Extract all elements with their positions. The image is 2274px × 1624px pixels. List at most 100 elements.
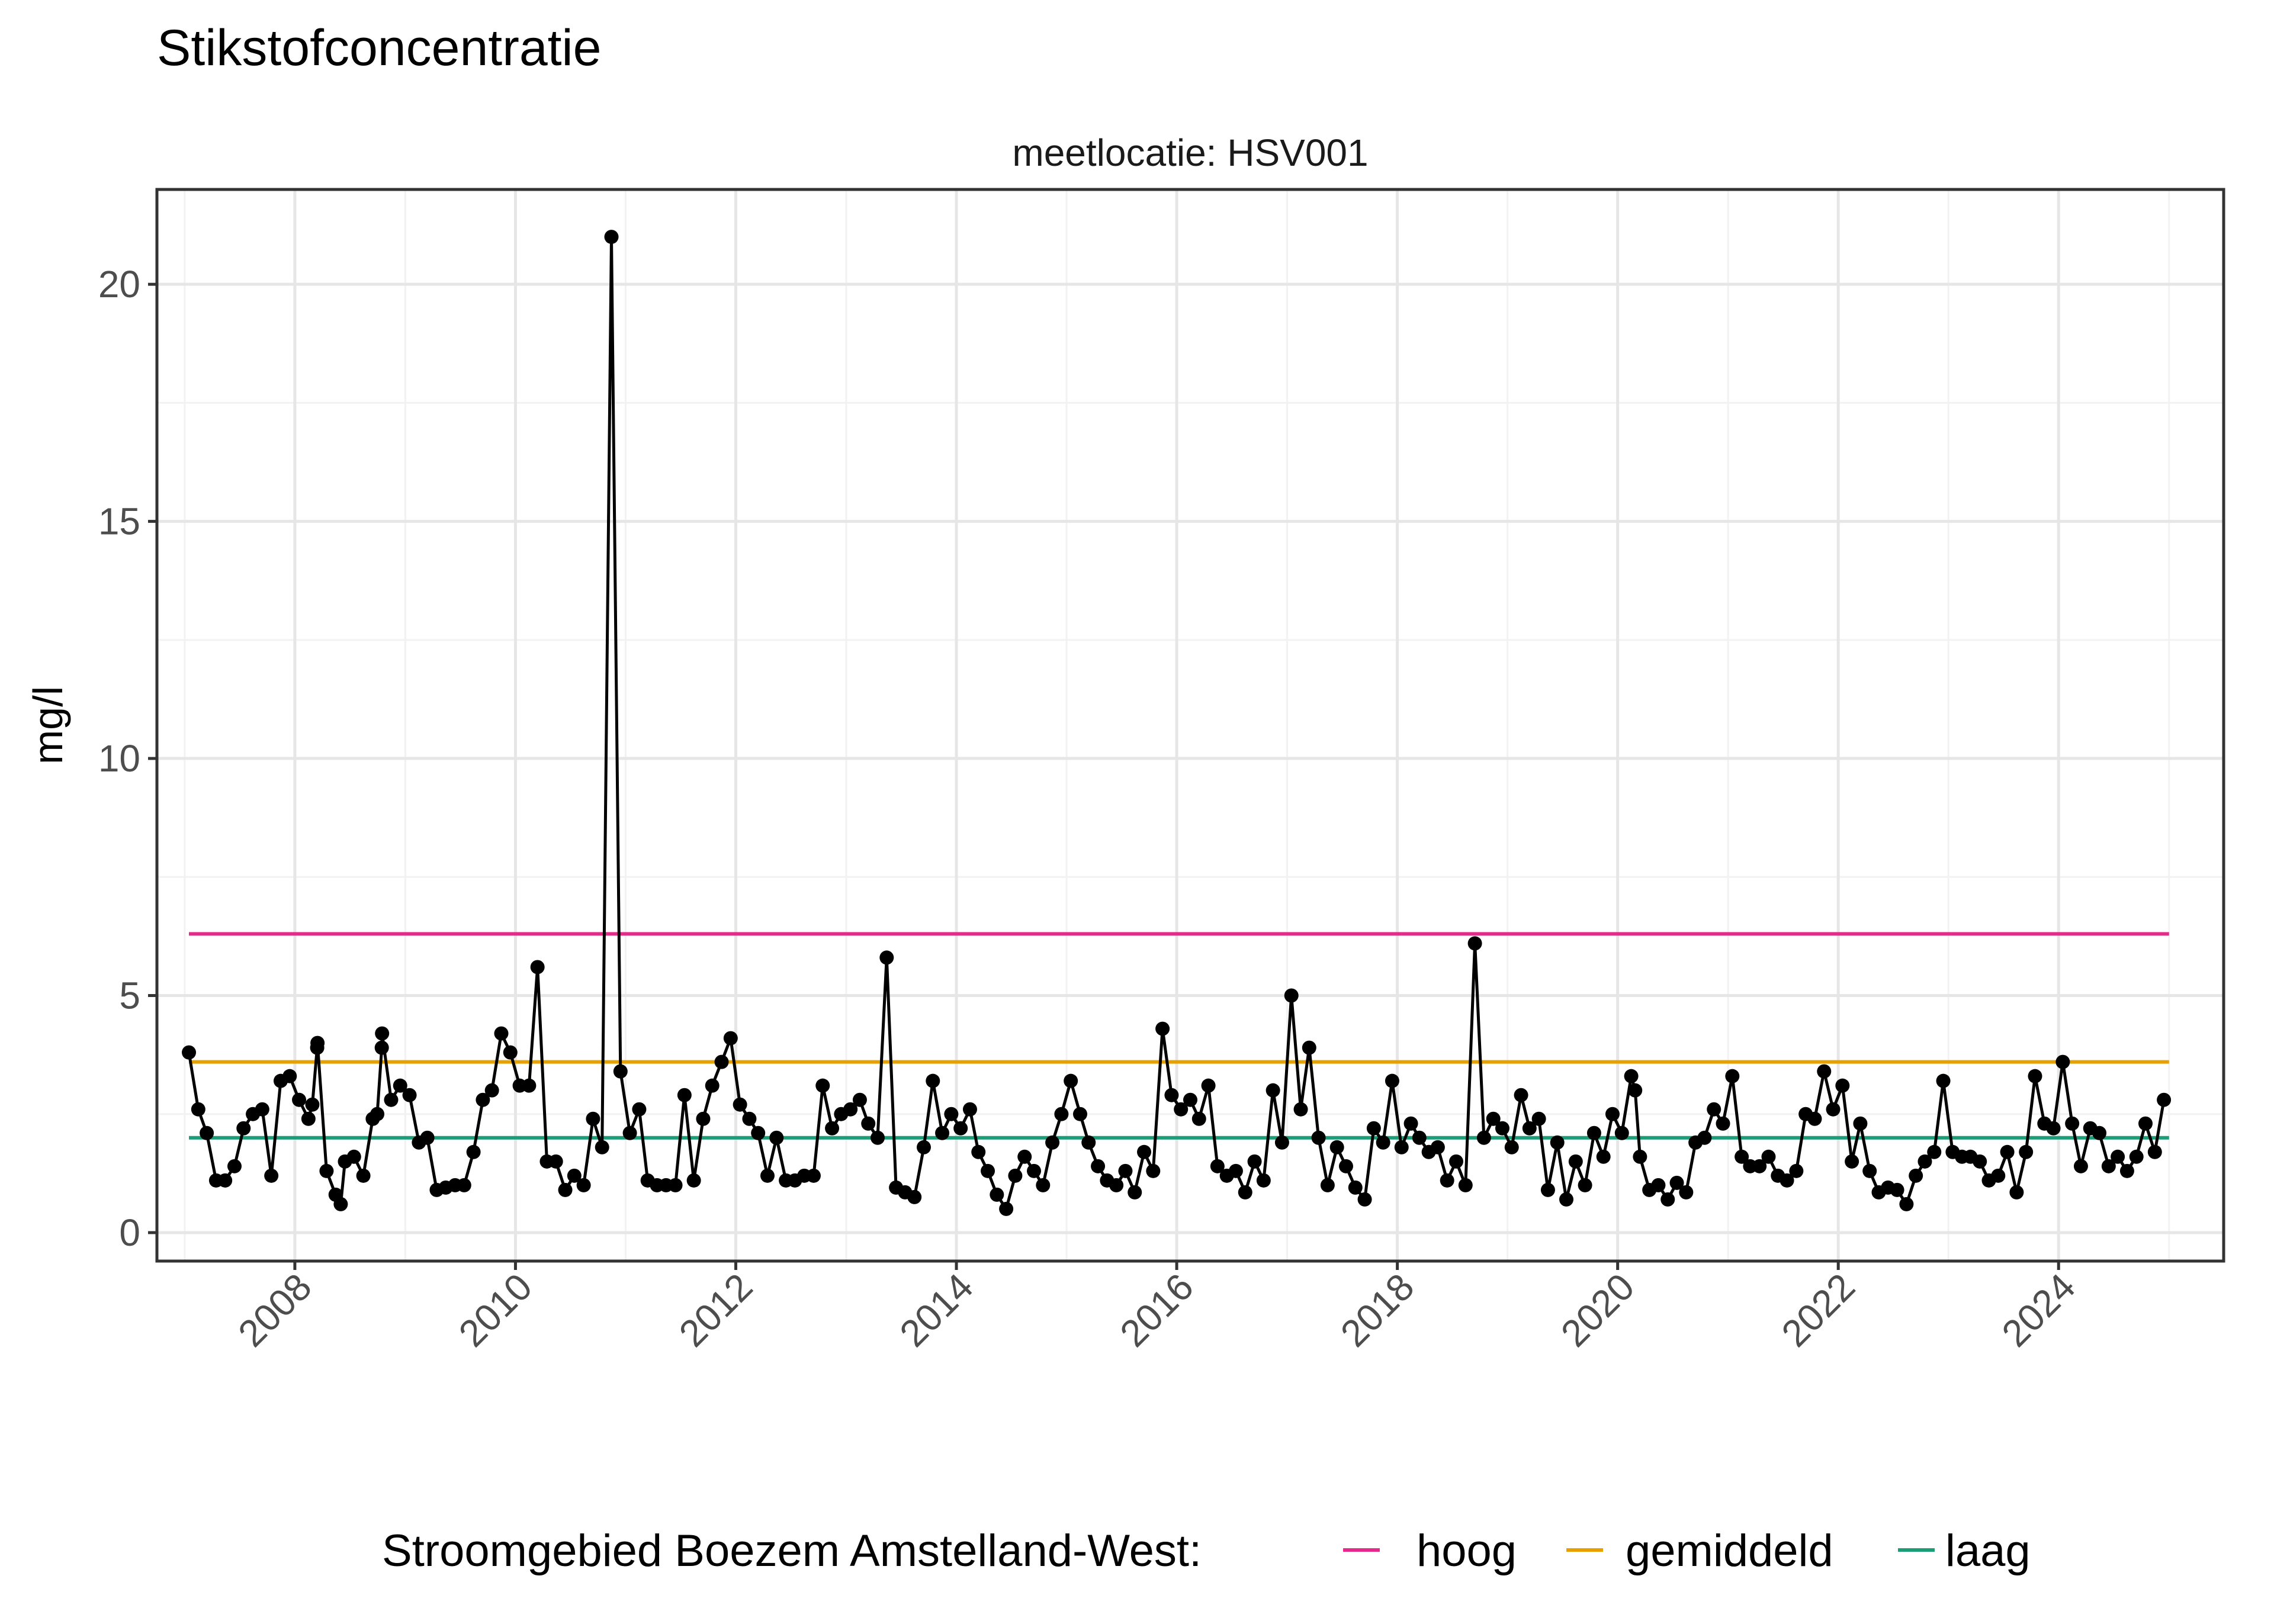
data-point xyxy=(1669,1175,1684,1190)
data-point xyxy=(1586,1125,1601,1140)
data-point xyxy=(2055,1054,2070,1069)
data-point xyxy=(742,1111,757,1126)
data-point xyxy=(1238,1185,1252,1199)
data-point xyxy=(2138,1116,2153,1131)
legend: Stroomgebied Boezem Amstelland-West: hoo… xyxy=(382,1526,2031,1576)
data-point xyxy=(1633,1149,1647,1164)
data-point xyxy=(935,1125,950,1140)
data-point xyxy=(2101,1159,2116,1173)
data-point xyxy=(2009,1185,2024,1199)
data-point xyxy=(1266,1083,1280,1098)
data-point xyxy=(522,1078,537,1093)
data-point xyxy=(944,1107,959,1121)
data-point xyxy=(1036,1178,1051,1192)
data-point xyxy=(861,1116,876,1131)
data-point xyxy=(1366,1121,1381,1136)
data-point xyxy=(825,1121,840,1136)
data-point xyxy=(843,1102,858,1117)
data-point xyxy=(1697,1130,1712,1145)
data-point xyxy=(310,1035,325,1050)
data-point xyxy=(1725,1069,1740,1083)
data-point xyxy=(1448,1154,1463,1169)
data-point xyxy=(1807,1111,1822,1126)
data-point xyxy=(1274,1135,1289,1150)
data-point xyxy=(548,1154,563,1169)
y-axis-title: mg/l xyxy=(25,686,71,764)
y-tick-label: 20 xyxy=(98,263,140,305)
data-point xyxy=(981,1163,995,1178)
data-point xyxy=(1817,1064,1832,1079)
data-point xyxy=(1707,1102,1721,1117)
data-point xyxy=(1514,1088,1528,1102)
data-point xyxy=(1651,1178,1666,1192)
data-series xyxy=(182,230,2172,1216)
data-point xyxy=(1228,1163,1243,1178)
data-point xyxy=(1174,1102,1189,1117)
data-point xyxy=(852,1092,867,1107)
data-point xyxy=(370,1107,385,1121)
data-point xyxy=(1008,1168,1023,1183)
data-point xyxy=(218,1173,233,1188)
x-tick-label: 2012 xyxy=(671,1265,761,1355)
data-point xyxy=(586,1111,600,1126)
x-tick-label: 2008 xyxy=(230,1265,320,1355)
data-point xyxy=(1504,1140,1519,1155)
data-point xyxy=(1568,1154,1583,1169)
y-tick-label: 15 xyxy=(98,500,140,543)
data-point xyxy=(760,1168,775,1183)
data-point xyxy=(1311,1130,1326,1145)
data-point xyxy=(1780,1173,1794,1188)
data-point xyxy=(1624,1069,1639,1083)
data-point xyxy=(1027,1163,1042,1178)
data-point xyxy=(632,1102,647,1117)
data-point xyxy=(2092,1125,2107,1140)
data-point xyxy=(1081,1135,1096,1150)
data-point xyxy=(1338,1159,1353,1173)
data-point xyxy=(1064,1073,1078,1088)
data-point xyxy=(227,1159,242,1173)
legend-label-hoog: hoog xyxy=(1417,1526,1517,1576)
data-point xyxy=(2073,1159,2088,1173)
data-point xyxy=(2065,1116,2080,1131)
data-point xyxy=(926,1073,940,1088)
data-point xyxy=(733,1097,747,1112)
data-point xyxy=(962,1102,977,1117)
data-point xyxy=(484,1083,499,1098)
data-point xyxy=(1522,1121,1537,1136)
data-point xyxy=(1394,1140,1409,1155)
legend-label-gemiddeld: gemiddeld xyxy=(1626,1526,1833,1576)
data-point xyxy=(1091,1159,1106,1173)
data-point xyxy=(668,1178,683,1192)
data-point xyxy=(1247,1154,1262,1169)
data-point xyxy=(1862,1163,1877,1178)
data-point xyxy=(1430,1140,1445,1155)
data-point xyxy=(1845,1154,1859,1169)
data-point xyxy=(604,230,619,245)
data-point xyxy=(1348,1180,1363,1195)
x-axis: 2008 2010 2012 2014 2016 2018 2020 2022 2024 xyxy=(230,1261,2083,1355)
data-point xyxy=(200,1125,214,1140)
data-point xyxy=(1927,1144,1942,1159)
data-point xyxy=(374,1040,389,1055)
data-point xyxy=(1991,1168,2006,1183)
data-point xyxy=(696,1111,711,1126)
data-point xyxy=(1899,1197,1914,1211)
data-point xyxy=(182,1045,197,1060)
data-point xyxy=(236,1121,251,1136)
x-tick-label: 2016 xyxy=(1112,1265,1202,1355)
data-point xyxy=(1918,1154,1932,1169)
data-point xyxy=(1486,1111,1501,1126)
data-point xyxy=(466,1144,481,1159)
data-point xyxy=(595,1140,609,1155)
x-tick-label: 2010 xyxy=(451,1265,541,1355)
plot-panel-border xyxy=(155,188,2225,1263)
data-point xyxy=(1376,1135,1390,1150)
x-tick-label: 2024 xyxy=(1994,1265,2084,1355)
data-point xyxy=(558,1182,573,1197)
data-point xyxy=(2028,1069,2042,1083)
data-point xyxy=(1540,1182,1555,1197)
data-point xyxy=(613,1064,628,1079)
data-point xyxy=(1054,1107,1069,1121)
data-point xyxy=(1752,1159,1767,1173)
